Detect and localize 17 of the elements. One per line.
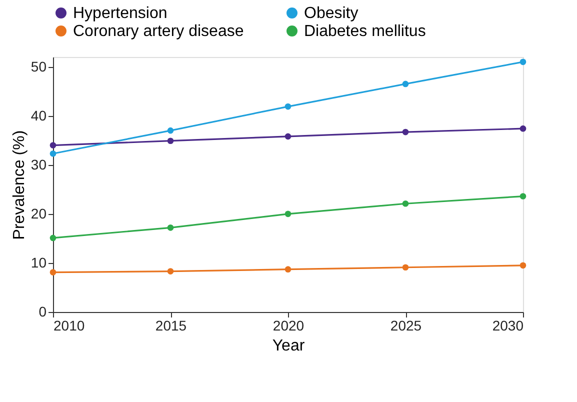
legend-label: Obesity — [304, 5, 358, 22]
y-tick-label: 20 — [30, 205, 47, 222]
x-tick-label: 2015 — [155, 318, 187, 334]
y-tick-label: 10 — [30, 254, 47, 270]
legend-label: Diabetes mellitus — [304, 23, 426, 40]
legend-label: Hypertension — [73, 5, 168, 22]
y-axis-title: Prevalence (%) — [10, 130, 28, 240]
y-tick-label: 40 — [30, 107, 47, 124]
y-tick-label: 30 — [30, 156, 47, 172]
x-tick-label: 2020 — [272, 318, 304, 334]
y-tick-label: 50 — [30, 58, 47, 74]
x-tick-label: 2010 — [54, 318, 85, 334]
legend-label: Coronary artery disease — [73, 23, 244, 40]
x-tick-label: 2030 — [492, 318, 524, 334]
x-tick-label: 2025 — [390, 318, 422, 334]
y-tick-label: 0 — [38, 304, 47, 320]
x-axis-title: Year — [272, 338, 306, 354]
